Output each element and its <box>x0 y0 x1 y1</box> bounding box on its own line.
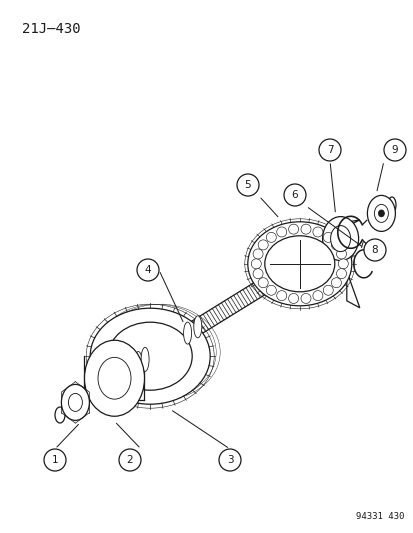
Ellipse shape <box>193 316 201 338</box>
Ellipse shape <box>323 232 332 243</box>
Ellipse shape <box>258 240 268 250</box>
Ellipse shape <box>312 227 322 237</box>
Circle shape <box>44 449 66 471</box>
Ellipse shape <box>183 322 191 344</box>
Ellipse shape <box>90 308 210 404</box>
Ellipse shape <box>336 269 346 279</box>
Ellipse shape <box>266 285 275 295</box>
Ellipse shape <box>288 294 298 303</box>
Circle shape <box>236 174 259 196</box>
Ellipse shape <box>300 294 310 303</box>
Ellipse shape <box>124 358 132 382</box>
Ellipse shape <box>330 225 350 252</box>
Ellipse shape <box>322 216 358 261</box>
Text: 6: 6 <box>291 190 298 200</box>
Circle shape <box>119 449 141 471</box>
Ellipse shape <box>312 290 322 301</box>
Circle shape <box>283 184 305 206</box>
Ellipse shape <box>264 236 334 292</box>
Ellipse shape <box>258 278 268 288</box>
Ellipse shape <box>68 393 82 411</box>
Circle shape <box>383 139 405 161</box>
Text: 21J–430: 21J–430 <box>22 22 81 36</box>
Text: 3: 3 <box>226 455 233 465</box>
Ellipse shape <box>252 249 262 259</box>
Ellipse shape <box>266 232 275 243</box>
Ellipse shape <box>276 227 286 237</box>
Ellipse shape <box>330 240 341 250</box>
Ellipse shape <box>252 269 262 279</box>
Text: 8: 8 <box>371 245 377 255</box>
Text: 9: 9 <box>391 145 397 155</box>
Text: 5: 5 <box>244 180 251 190</box>
Ellipse shape <box>251 259 261 269</box>
Ellipse shape <box>377 210 384 217</box>
Ellipse shape <box>300 224 310 234</box>
Circle shape <box>218 449 240 471</box>
Ellipse shape <box>247 222 351 306</box>
Ellipse shape <box>98 357 131 399</box>
Ellipse shape <box>84 340 144 416</box>
Ellipse shape <box>337 259 347 269</box>
Ellipse shape <box>288 224 298 234</box>
Ellipse shape <box>108 322 192 390</box>
Ellipse shape <box>276 290 286 301</box>
Circle shape <box>363 239 385 261</box>
Ellipse shape <box>366 196 394 231</box>
Ellipse shape <box>61 384 89 421</box>
Ellipse shape <box>323 285 332 295</box>
Text: 7: 7 <box>326 145 332 155</box>
Ellipse shape <box>387 197 395 213</box>
Text: 1: 1 <box>52 455 58 465</box>
Text: 4: 4 <box>144 265 151 275</box>
Text: 94331 430: 94331 430 <box>355 512 403 521</box>
Ellipse shape <box>373 204 387 222</box>
Text: 2: 2 <box>126 455 133 465</box>
Ellipse shape <box>55 407 65 423</box>
Ellipse shape <box>134 352 142 376</box>
Circle shape <box>137 259 159 281</box>
Ellipse shape <box>330 278 341 288</box>
Ellipse shape <box>141 348 149 372</box>
Ellipse shape <box>336 249 346 259</box>
Circle shape <box>318 139 340 161</box>
